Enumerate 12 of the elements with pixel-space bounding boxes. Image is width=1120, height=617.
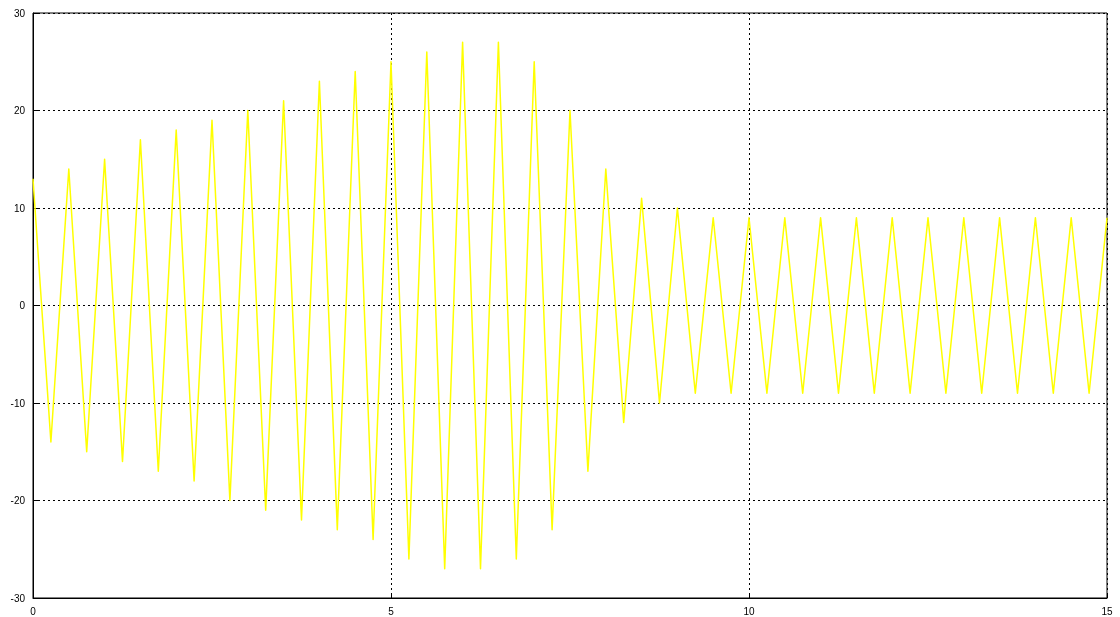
y-tick-label: -30: [10, 592, 26, 604]
x-tick-label: 15: [1101, 605, 1113, 617]
y-tick-label: -10: [10, 397, 26, 409]
y-tick-label: 20: [13, 105, 26, 116]
y-tick-label: -20: [10, 495, 26, 506]
y-tick-label: 30: [13, 7, 26, 19]
y-tick-label: 10: [13, 202, 26, 214]
line-series: [32, 41, 1108, 570]
y-tick-label: 0: [19, 300, 26, 311]
x-tick-label: 0: [30, 605, 37, 617]
x-tick-label: 10: [743, 605, 755, 617]
x-tick-label: 5: [388, 605, 395, 617]
